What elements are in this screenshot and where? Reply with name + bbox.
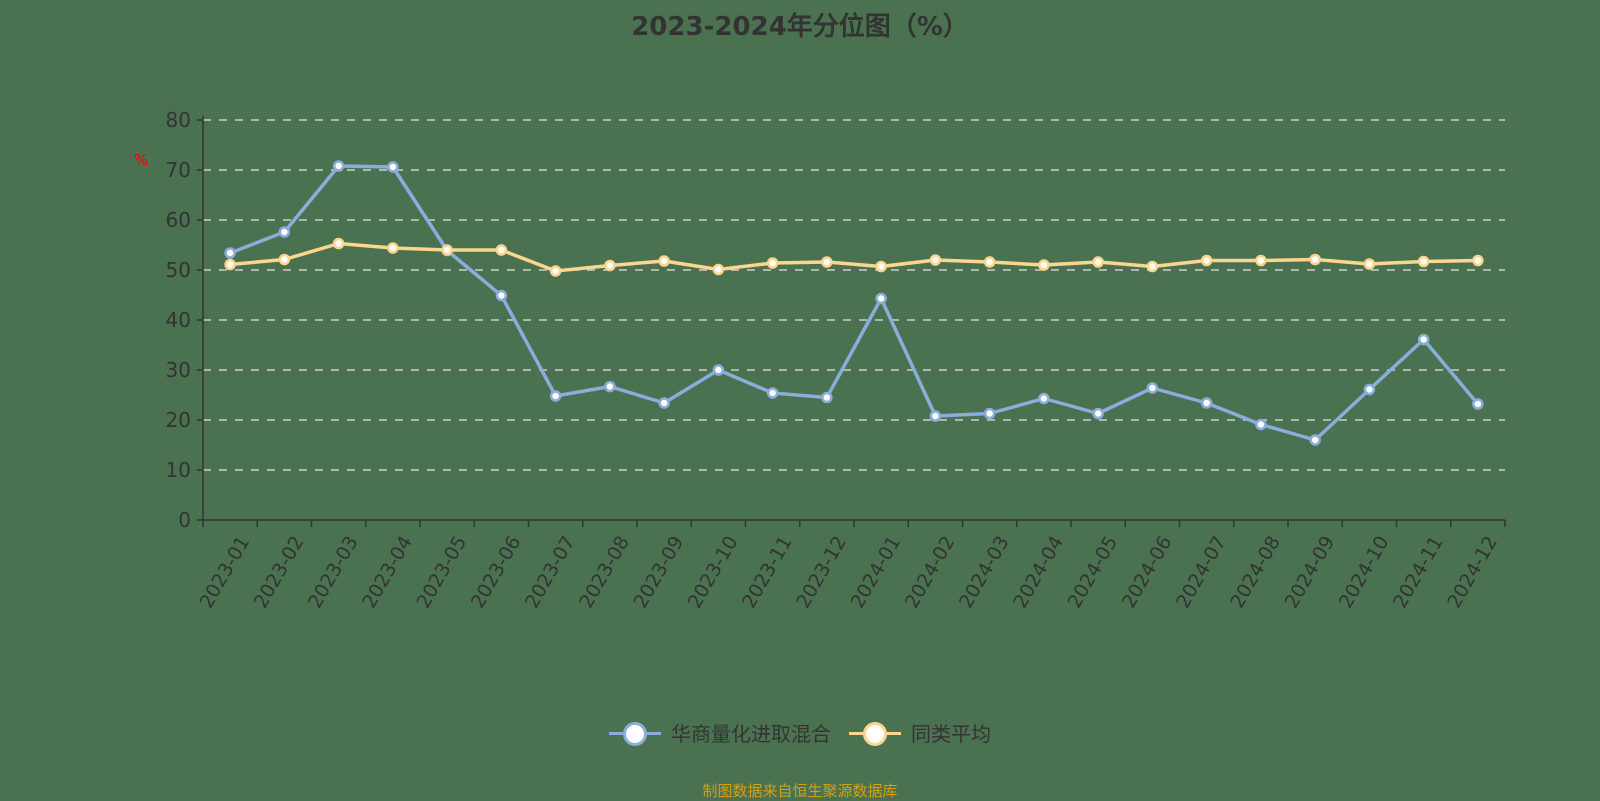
- y-tick-label: 10: [166, 458, 191, 482]
- y-tick-label: 40: [166, 308, 191, 332]
- y-tick-label: 80: [166, 108, 191, 132]
- data-point: [1309, 434, 1321, 446]
- x-tick-label: 2023-04: [358, 532, 417, 612]
- data-point: [495, 244, 508, 256]
- data-point: [875, 292, 887, 305]
- x-tick-label: 2023-06: [467, 532, 526, 612]
- x-tick-label: 2023-12: [792, 532, 851, 612]
- data-point: [1309, 253, 1321, 266]
- legend-label: 华商量化进取混合: [671, 722, 831, 746]
- x-tick-label: 2023-05: [412, 532, 471, 612]
- data-point: [224, 247, 236, 259]
- x-tick-label: 2024-07: [1172, 532, 1231, 612]
- data-point: [983, 407, 996, 420]
- x-tick-label: 2023-02: [250, 532, 309, 612]
- y-axis-unit-label: %: [134, 151, 148, 169]
- y-tick-label: 20: [166, 408, 191, 432]
- data-point: [1038, 259, 1050, 271]
- series-fund: [224, 160, 1484, 446]
- y-tick-label: 70: [166, 158, 191, 182]
- x-tick-label: 2023-10: [684, 532, 743, 612]
- legend: 华商量化进取混合 同类平均: [0, 718, 1600, 747]
- data-point: [1255, 418, 1267, 431]
- data-point: [1092, 407, 1104, 420]
- legend-item-fund[interactable]: 华商量化进取混合: [609, 718, 831, 747]
- x-tick-label: 2024-03: [955, 532, 1014, 612]
- data-point: [766, 387, 779, 399]
- data-point: [278, 226, 291, 238]
- data-point: [821, 256, 833, 268]
- data-point: [658, 397, 670, 409]
- data-point: [332, 237, 345, 250]
- data-point: [495, 289, 508, 302]
- series-peer-average: [224, 237, 1484, 277]
- data-point: [278, 253, 291, 266]
- data-point: [1417, 333, 1430, 346]
- data-point: [929, 254, 942, 266]
- y-tick-label: 0: [178, 508, 191, 532]
- data-point: [1472, 254, 1484, 267]
- data-point: [712, 364, 725, 376]
- data-point: [387, 161, 399, 173]
- data-point: [1363, 383, 1376, 396]
- data-point: [549, 265, 562, 277]
- data-point: [604, 380, 616, 393]
- x-axis: 2023-012023-022023-032023-042023-052023-…: [195, 519, 1506, 612]
- data-point: [332, 160, 345, 172]
- series-layer: [224, 160, 1484, 446]
- x-tick-label: 2024-12: [1443, 532, 1502, 612]
- y-tick-label: 50: [166, 258, 191, 282]
- data-point: [387, 242, 399, 254]
- data-point: [1472, 398, 1484, 410]
- x-tick-label: 2024-04: [1009, 532, 1068, 612]
- x-tick-label: 2024-01: [846, 532, 905, 612]
- x-tick-label: 2024-11: [1389, 532, 1448, 612]
- data-point: [1200, 254, 1213, 267]
- data-point: [1363, 258, 1376, 270]
- x-tick-label: 2023-09: [629, 532, 688, 612]
- data-point: [821, 391, 833, 404]
- data-point: [1200, 397, 1213, 409]
- x-tick-label: 2024-02: [901, 532, 960, 612]
- x-tick-label: 2024-09: [1280, 532, 1339, 612]
- data-point: [1146, 260, 1159, 273]
- x-tick-label: 2023-08: [575, 532, 634, 612]
- x-tick-label: 2024-10: [1335, 532, 1394, 612]
- y-axis: 0 10 20 30 40 50 60 70 80: [166, 108, 204, 532]
- data-point: [1146, 382, 1159, 394]
- data-point: [1417, 255, 1430, 268]
- data-source-note: 制图数据来自恒生聚源数据库: [702, 782, 898, 800]
- chart-title: 2023-2024年分位图（%）: [631, 12, 969, 42]
- data-point: [1255, 254, 1267, 267]
- legend-item-peer-average[interactable]: 同类平均: [849, 718, 991, 747]
- x-tick-label: 2024-05: [1063, 532, 1122, 612]
- data-point: [604, 259, 616, 272]
- data-point: [1092, 256, 1104, 268]
- data-point: [658, 255, 670, 267]
- y-tick-label: 30: [166, 358, 191, 382]
- data-point: [712, 263, 725, 276]
- series-line: [229, 241, 1478, 273]
- data-point: [1038, 392, 1050, 405]
- legend-marker-icon: [609, 721, 661, 746]
- x-tick-label: 2023-11: [738, 532, 797, 612]
- data-point: [766, 257, 779, 269]
- x-tick-label: 2023-03: [304, 532, 363, 612]
- legend-label: 同类平均: [911, 722, 991, 746]
- x-tick-label: 2023-01: [195, 532, 254, 612]
- series-line: [229, 164, 1480, 442]
- data-point: [441, 244, 453, 256]
- x-tick-label: 2023-07: [521, 532, 580, 612]
- data-point: [929, 410, 942, 422]
- data-point: [875, 260, 887, 273]
- y-tick-label: 60: [166, 208, 191, 232]
- legend-marker-icon: [849, 721, 901, 746]
- data-point: [224, 258, 236, 271]
- data-point: [983, 256, 996, 268]
- x-tick-label: 2024-06: [1118, 532, 1177, 612]
- x-tick-label: 2024-08: [1226, 532, 1285, 612]
- data-point: [549, 390, 562, 402]
